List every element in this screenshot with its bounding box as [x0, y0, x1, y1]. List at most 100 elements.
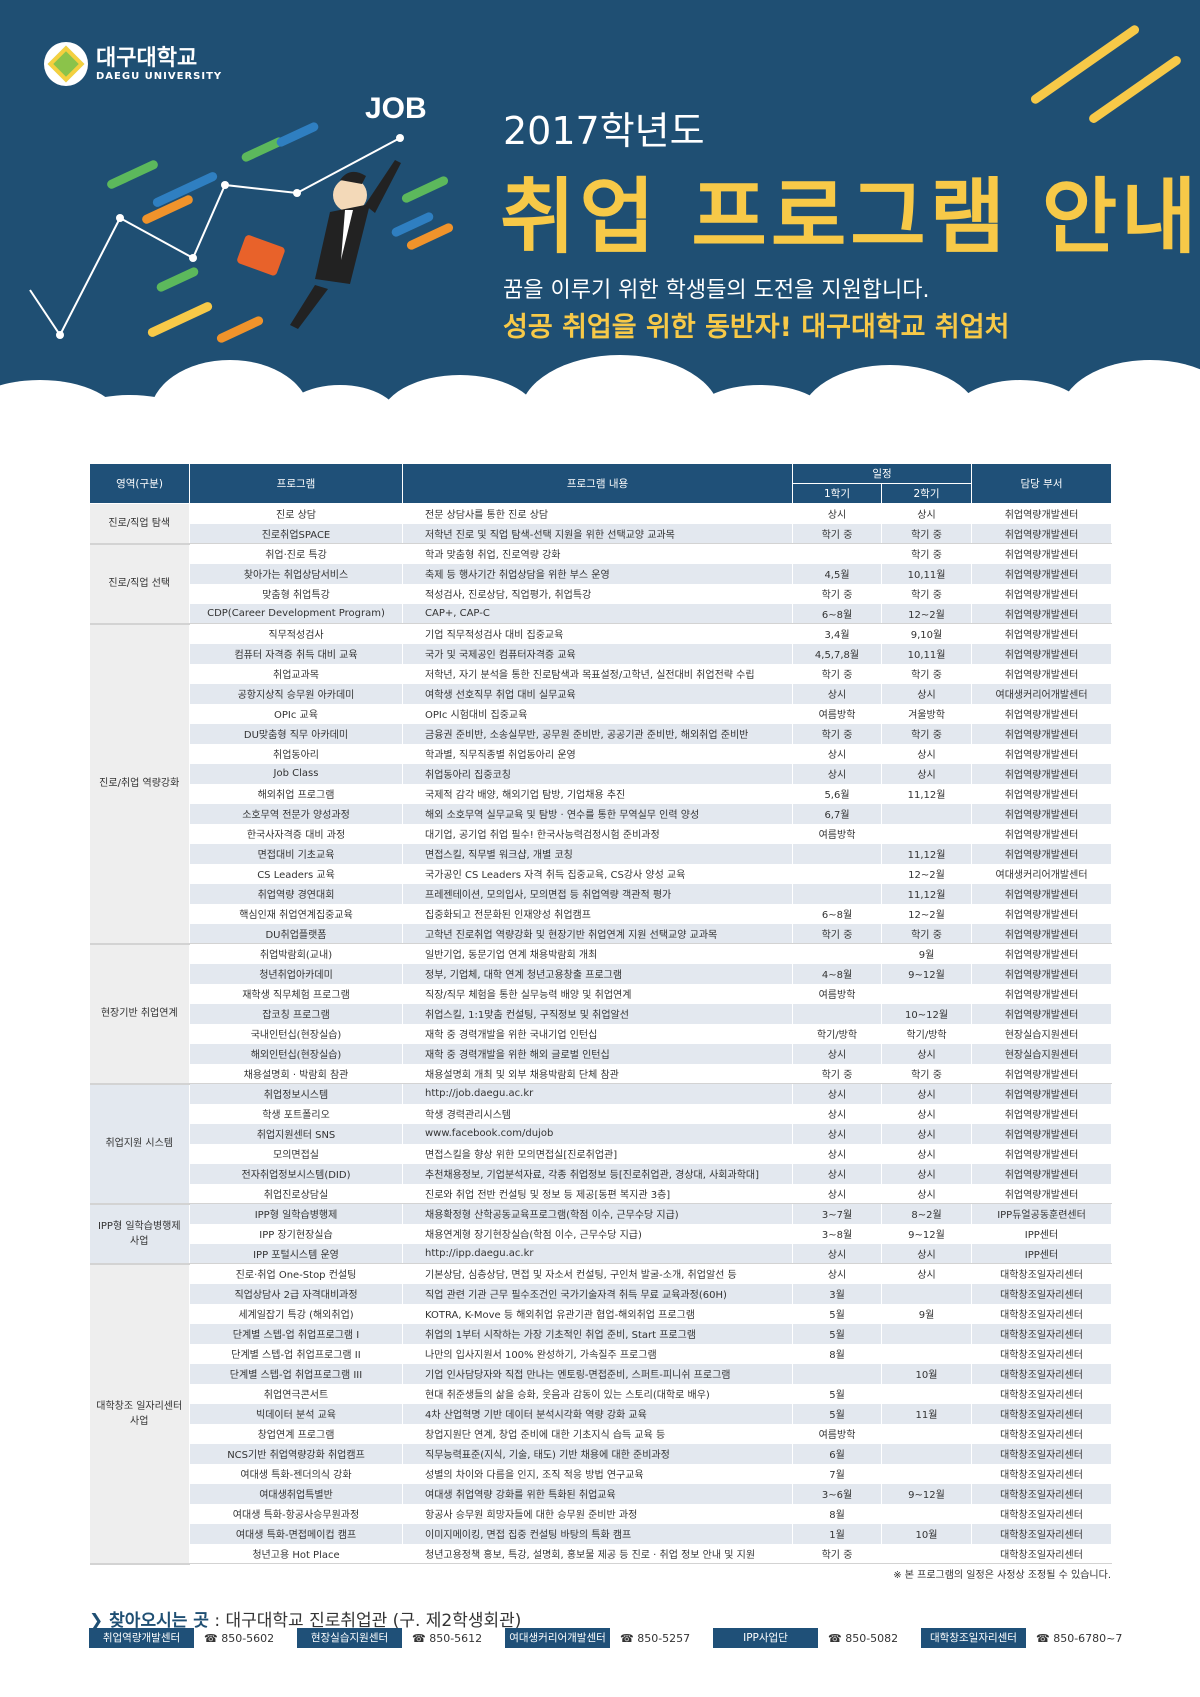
department: 취업역량개발센터: [971, 883, 1113, 904]
table-row: 맞춤형 취업특강 적성검사, 진로상담, 직업평가, 취업특강 학기 중 학기 중 취업…: [90, 583, 1113, 604]
department: 현장실습지원센터: [971, 1043, 1113, 1064]
table-row: 한국사자격증 대비 과정 대기업, 공기업 취업 필수! 한국사능력검정시험 준비…: [90, 823, 1113, 844]
program-content: 여학생 선호직무 취업 대비 실무교육: [402, 683, 793, 704]
program-name: 진로 상담: [189, 503, 403, 524]
schedule-sem1: 8월: [792, 1503, 882, 1524]
table-row: 대학창조 일자리센터 사업 진로·취업 One-Stop 컨설팅 기본상담, 심층상…: [89, 1263, 1113, 1565]
schedule-sem2: 상시: [881, 1183, 973, 1204]
schedule-sem1: [792, 1003, 882, 1024]
program-content: 적성검사, 진로상담, 직업평가, 취업특강: [402, 583, 793, 604]
department: 취업역량개발센터: [971, 783, 1113, 804]
program-content: 집중화되고 전문화된 인재양성 취업캠프: [402, 903, 793, 924]
program-content: 기업 인사담당자와 직접 만나는 멘토링-면접준비, 스퍼트-피니쉬 프로그램: [402, 1363, 793, 1384]
program-content: 기본상담, 심층상담, 면접 및 자소서 컨설팅, 구인처 발굴-소개, 취업알…: [402, 1263, 793, 1284]
schedule-sem1: 학기/방학: [792, 1023, 882, 1044]
header-content: 프로그램 내용: [402, 463, 793, 504]
program-content: 직업 관련 기관 근무 필수조건인 국가기술자격 취득 무료 교육과정(60H): [402, 1283, 793, 1304]
schedule-sem1: 상시: [792, 1103, 882, 1124]
contact-phone[interactable]: ☎ 850-5082: [828, 1631, 899, 1645]
department: 취업역량개발센터: [971, 1083, 1113, 1104]
category-cell: 진로/취업 역량강화: [89, 623, 190, 945]
program-content: 취업동아리 집중코칭: [402, 763, 793, 784]
program-name: 공항지상직 승무원 아카데미: [189, 683, 403, 704]
table-row: 국내인턴십(현장실습) 재학 중 경력개발을 위한 국내기업 인턴십 학기/방학 학기…: [90, 1023, 1113, 1044]
program-content: 취업의 1부터 시작하는 가장 기초적인 취업 준비, Start 프로그램: [402, 1323, 793, 1344]
schedule-sem1: 상시: [792, 1083, 882, 1104]
program-content: 국가공인 CS Leaders 자격 취득 집중교육, CS강사 양성 교육: [402, 863, 793, 884]
schedule-sem2: 상시: [881, 683, 973, 704]
table-row: 컴퓨터 자격증 취득 대비 교육 국가 및 국제공인 컴퓨터자격증 교육 4,5,7…: [90, 643, 1113, 664]
schedule-sem1: 3,4월: [792, 623, 882, 644]
schedule-sem2: [881, 803, 973, 824]
program-content: 프레젠테이션, 모의입사, 모의면접 등 취업역량 객관적 평가: [402, 883, 793, 904]
tagline: 성공 취업을 위한 동반자! 대구대학교 취업처: [503, 312, 1010, 343]
schedule-sem1: [792, 863, 882, 884]
department: 취업역량개발센터: [971, 763, 1113, 784]
department: 취업역량개발센터: [971, 563, 1113, 584]
schedule-sem1: 상시: [792, 1043, 882, 1064]
table-row: IPP형 일학습병행제 사업 IPP형 일학습병행제 채용확정형 산학공동교육프로그…: [89, 1203, 1113, 1265]
table-row: DU맞춤형 직무 아카데미 금융권 준비반, 소송실무반, 공무원 준비반, 공공…: [90, 723, 1113, 744]
program-name: OPIc 교육: [189, 703, 403, 724]
program-name: CS Leaders 교육: [189, 863, 403, 884]
table-row: 취업지원 시스템 취업정보시스템 http://job.daegu.ac.kr 상시 상…: [89, 1083, 1113, 1205]
contact-phone[interactable]: ☎ 850-5257: [620, 1631, 691, 1645]
schedule-sem2: 상시: [881, 1083, 973, 1104]
program-content: 면접스킬을 향상 위한 모의면접실[진로취업관]: [402, 1143, 793, 1164]
schedule-sem2: 10월: [881, 1363, 973, 1384]
program-content: 직무능력표준(지식, 기술, 태도) 기반 채용에 대한 준비과정: [402, 1443, 793, 1464]
schedule-sem2: 학기/방학: [881, 1023, 973, 1044]
schedule-sem2: 상시: [881, 743, 973, 764]
university-logo[interactable]: 대구대학교 DAEGU UNIVERSITY: [44, 42, 222, 86]
department: 취업역량개발센터: [971, 1183, 1113, 1204]
contact-item: 취업역량개발센터 ☎ 850-5602: [89, 1628, 297, 1648]
schedule-sem2: 학기 중: [881, 663, 973, 684]
schedule-sem2: 학기 중: [881, 523, 973, 544]
department: 취업역량개발센터: [971, 523, 1113, 544]
program-content: 저학년 진로 및 직업 탐색-선택 지원을 위한 선택교양 교과목: [402, 523, 793, 544]
contact-phone[interactable]: ☎ 850-6780~7: [1036, 1631, 1123, 1645]
category-cell: 진로/직업 탐색: [89, 503, 190, 545]
program-content: 진로와 취업 전반 컨설팅 및 정보 등 제공[동편 복지관 3층]: [402, 1183, 793, 1204]
department: 취업역량개발센터: [971, 743, 1113, 764]
program-name: 단계별 스텝-업 취업프로그램 I: [189, 1323, 403, 1344]
contact-phone[interactable]: ☎ 850-5612: [412, 1631, 483, 1645]
table-row: 여대생 특화-면접메이컵 캠프 이미지메이킹, 면접 집중 컨설팅 바탕의 특화 …: [90, 1523, 1113, 1544]
program-name: 맞춤형 취업특강: [189, 583, 403, 604]
schedule-sem2: 9월: [881, 943, 973, 964]
schedule-sem1: [792, 943, 882, 964]
program-name: 한국사자격증 대비 과정: [189, 823, 403, 844]
table-row: 진로/직업 선택 취업·진로 특강 학과 맞춤형 취업, 진로역량 강화 학기 중 취업…: [89, 543, 1113, 625]
table-row: 소호무역 전문가 양성과정 해외 소호무역 실무교육 및 탐방 · 연수를 통한 …: [90, 803, 1113, 824]
department: 대학창조일자리센터: [971, 1423, 1113, 1444]
schedule-sem2: 9,10월: [881, 623, 973, 644]
table-row: 빅데이터 분석 교육 4차 산업혁명 기반 데이터 분석시각화 역량 강화 교육 5…: [90, 1403, 1113, 1424]
schedule-sem1: 5월: [792, 1323, 882, 1344]
table-row: IPP 포털시스템 운영 http://ipp.daegu.ac.kr 상시 상시 IP…: [90, 1243, 1113, 1264]
table-row: NCS기반 취업역량강화 취업캠프 직무능력표준(지식, 기술, 태도) 기반 채…: [90, 1443, 1113, 1464]
program-name: CDP(Career Development Program): [189, 603, 403, 624]
schedule-sem1: 상시: [792, 763, 882, 784]
department: 대학창조일자리센터: [971, 1543, 1113, 1564]
department: 대학창조일자리센터: [971, 1503, 1113, 1524]
program-name: Job Class: [189, 763, 403, 784]
program-name: 취업연극콘서트: [189, 1383, 403, 1404]
program-content: 채용확정형 산학공동교육프로그램(학점 이수, 근무수당 지급): [402, 1203, 793, 1224]
program-name: 여대생 특화-젠더의식 강화: [189, 1463, 403, 1484]
schedule-sem1: 4,5,7,8월: [792, 643, 882, 664]
schedule-sem1: 6,7월: [792, 803, 882, 824]
contact-dept-badge: IPP사업단: [713, 1628, 818, 1648]
department: IPP센터: [971, 1243, 1113, 1264]
schedule-sem1: 상시: [792, 1243, 882, 1264]
department: 대학창조일자리센터: [971, 1403, 1113, 1424]
table-row: 현장기반 취업연계 취업박람회(교내) 일반기업, 동문기업 연계 채용박람회 개최…: [89, 943, 1113, 1085]
contact-phone[interactable]: ☎ 850-5602: [204, 1631, 275, 1645]
table-row: CDP(Career Development Program) CAP+, CAP…: [90, 603, 1113, 624]
schedule-sem2: 학기 중: [881, 1063, 973, 1084]
program-content: 재학 중 경력개발을 위한 해외 글로벌 인턴십: [402, 1043, 793, 1064]
department: 취업역량개발센터: [971, 503, 1113, 524]
header-sem2: 2학기: [880, 483, 973, 504]
department: 대학창조일자리센터: [971, 1463, 1113, 1484]
program-name: 취업정보시스템: [189, 1083, 403, 1104]
department: 취업역량개발센터: [971, 983, 1113, 1004]
